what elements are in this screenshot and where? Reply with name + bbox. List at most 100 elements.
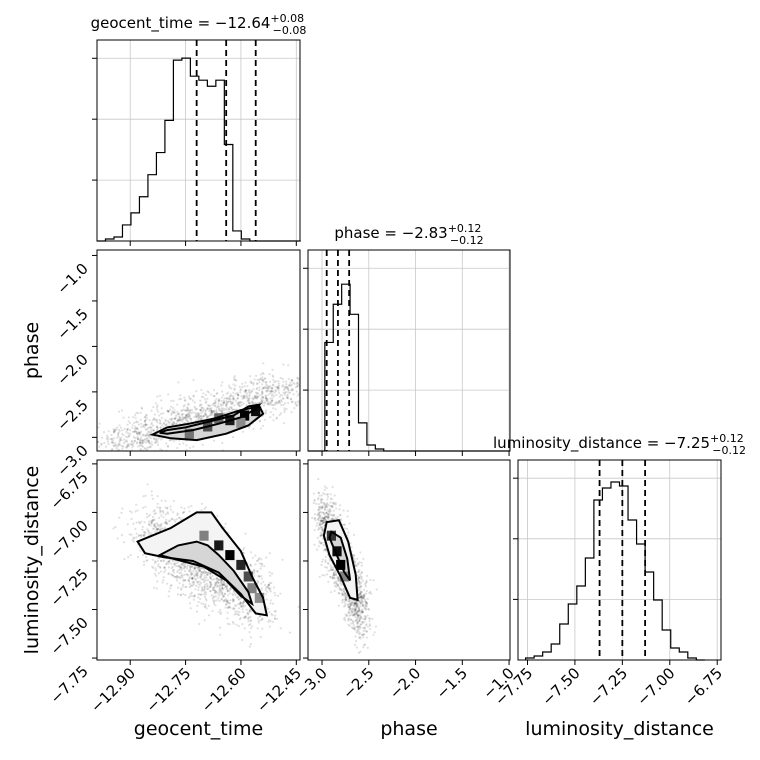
scatter-geocent_time-vs-phase-sample-point — [283, 410, 286, 414]
scatter-geocent_time-vs-phase-sample-point — [160, 399, 163, 402]
scatter-geocent_time-vs-luminosity_distance-sample-point — [187, 569, 190, 572]
hist-phase-title: phase = −2.83+0.12 −0.12 — [334, 222, 483, 247]
scatter-geocent_time-vs-luminosity_distance-sample-point — [259, 567, 262, 570]
scatter-geocent_time-vs-luminosity_distance-sample-point — [263, 565, 266, 568]
scatter-geocent_time-vs-luminosity_distance-sample-point — [214, 584, 217, 587]
scatter-geocent_time-vs-phase-sample-point — [273, 395, 276, 398]
scatter-geocent_time-vs-phase-sample-point — [197, 416, 201, 419]
scatter-geocent_time-vs-luminosity_distance-sample-point — [180, 563, 183, 566]
scatter-geocent_time-vs-phase-sample-point — [147, 446, 151, 449]
scatter-geocent_time-vs-phase-sample-point — [167, 393, 170, 396]
scatter-geocent_time-vs-phase-sample-point — [131, 454, 133, 456]
scatter-geocent_time-vs-phase-sample-point — [233, 388, 236, 391]
scatter-geocent_time-vs-luminosity_distance-sample-point — [248, 610, 251, 614]
scatter-phase-vs-luminosity_distance-sample-point — [355, 619, 358, 622]
scatter-geocent_time-vs-luminosity_distance-sample-point — [248, 631, 251, 634]
scatter-geocent_time-vs-phase-sample-point — [179, 394, 182, 397]
scatter-geocent_time-vs-phase-sample-point — [141, 434, 144, 437]
scatter-geocent_time-vs-phase-sample-point — [275, 393, 278, 397]
scatter-phase-vs-luminosity_distance-sample-point — [365, 630, 368, 633]
scatter-phase-vs-luminosity_distance-sample-point — [355, 604, 358, 607]
scatter-geocent_time-vs-phase-sample-point — [147, 433, 150, 436]
scatter-geocent_time-vs-phase-sample-point — [248, 391, 251, 394]
scatter-geocent_time-vs-luminosity_distance-sample-point — [162, 559, 165, 562]
scatter-phase-vs-luminosity_distance-sample-point — [362, 594, 365, 597]
scatter-geocent_time-vs-phase-sample-point — [221, 403, 224, 406]
scatter-geocent_time-vs-luminosity_distance-sample-point — [213, 589, 216, 592]
scatter-geocent_time-vs-phase-sample-point — [174, 416, 177, 419]
scatter-geocent_time-vs-luminosity_distance-sample-point — [204, 593, 207, 596]
scatter-phase-vs-luminosity_distance-sample-point — [318, 540, 321, 543]
scatter-geocent_time-vs-phase-sample-point — [200, 412, 203, 415]
scatter-phase-vs-luminosity_distance-sample-point — [327, 514, 330, 517]
scatter-geocent_time-vs-luminosity_distance-sample-point — [150, 494, 153, 497]
scatter-phase-vs-luminosity_distance-sample-point — [329, 576, 332, 579]
scatter-geocent_time-vs-phase-ytick-label: −2.0 — [53, 351, 91, 389]
scatter-geocent_time-vs-luminosity_distance-sample-point — [260, 582, 263, 585]
scatter-phase-vs-luminosity_distance-sample-point — [333, 494, 336, 497]
scatter-phase-vs-luminosity_distance-sample-point — [354, 560, 357, 563]
scatter-geocent_time-vs-luminosity_distance-sample-point — [217, 578, 220, 581]
scatter-geocent_time-vs-phase-sample-point — [215, 411, 218, 414]
scatter-geocent_time-vs-luminosity_distance-sample-point — [156, 522, 159, 525]
scatter-geocent_time-vs-luminosity_distance-sample-point — [193, 566, 197, 570]
scatter-geocent_time-vs-phase-sample-point — [232, 401, 235, 404]
scatter-geocent_time-vs-phase-sample-point — [237, 402, 240, 405]
scatter-geocent_time-vs-phase-sample-point — [227, 400, 230, 403]
scatter-geocent_time-vs-phase-sample-point — [243, 395, 246, 398]
scatter-geocent_time-vs-luminosity_distance-sample-point — [258, 575, 261, 578]
scatter-geocent_time-vs-phase-sample-point — [200, 415, 203, 418]
scatter-geocent_time-vs-phase-sample-point — [226, 400, 229, 404]
scatter-phase-vs-luminosity_distance-sample-point — [347, 617, 350, 620]
scatter-geocent_time-vs-luminosity_distance-sample-point — [196, 571, 199, 574]
scatter-geocent_time-vs-luminosity_distance-sample-point — [234, 604, 237, 607]
scatter-geocent_time-vs-phase-sample-point — [160, 416, 164, 420]
scatter-geocent_time-vs-luminosity_distance-sample-point — [265, 556, 268, 559]
scatter-geocent_time-vs-luminosity_distance-sample-point — [249, 563, 252, 567]
scatter-geocent_time-vs-phase-sample-point — [186, 409, 189, 412]
scatter-geocent_time-vs-luminosity_distance-sample-point — [271, 620, 275, 623]
scatter-phase-vs-luminosity_distance-sample-point — [353, 603, 356, 607]
scatter-geocent_time-vs-luminosity_distance-sample-point — [200, 602, 203, 605]
scatter-phase-vs-luminosity_distance-sample-point — [345, 614, 348, 617]
scatter-geocent_time-vs-luminosity_distance-sample-point — [179, 571, 183, 575]
scatter-geocent_time-vs-phase-sample-point — [262, 386, 265, 390]
scatter-phase-vs-luminosity_distance-sample-point — [350, 610, 353, 613]
scatter-phase-vs-luminosity_distance-sample-point — [324, 555, 327, 559]
scatter-geocent_time-vs-phase-sample-point — [217, 405, 220, 408]
scatter-geocent_time-vs-phase-sample-point — [209, 412, 212, 415]
scatter-geocent_time-vs-luminosity_distance-sample-point — [261, 627, 264, 630]
scatter-geocent_time-vs-phase-sample-point — [200, 388, 203, 391]
scatter-geocent_time-vs-luminosity_distance-sample-point — [269, 574, 272, 577]
scatter-geocent_time-vs-luminosity_distance-sample-point — [190, 591, 193, 594]
scatter-geocent_time-vs-phase-sample-point — [222, 401, 225, 405]
scatter-geocent_time-vs-phase-sample-point — [139, 453, 141, 455]
scatter-phase-vs-luminosity_distance-sample-point — [326, 492, 329, 496]
scatter-geocent_time-vs-phase-sample-point — [128, 429, 131, 432]
scatter-geocent_time-vs-phase-sample-point — [274, 401, 277, 404]
scatter-geocent_time-vs-phase-sample-point — [157, 410, 160, 413]
scatter-phase-vs-luminosity_distance-sample-point — [324, 559, 327, 562]
scatter-geocent_time-vs-luminosity_distance-sample-point — [146, 483, 149, 486]
scatter-phase-vs-luminosity_distance-sample-point — [320, 563, 323, 567]
scatter-geocent_time-vs-phase-sample-point — [265, 390, 268, 393]
scatter-geocent_time-vs-luminosity_distance-sample-point — [239, 603, 242, 606]
scatter-geocent_time-vs-luminosity_distance-sample-point — [239, 601, 242, 604]
scatter-phase-vs-luminosity_distance-sample-point — [356, 557, 359, 561]
scatter-phase-vs-luminosity_distance-sample-point — [359, 617, 362, 620]
scatter-phase-vs-luminosity_distance-sample-point — [333, 584, 336, 587]
scatter-phase-vs-luminosity_distance-sample-point — [342, 598, 345, 601]
scatter-geocent_time-vs-phase-sample-point — [183, 404, 186, 407]
scatter-geocent_time-vs-luminosity_distance-sample-point — [156, 524, 159, 527]
scatter-geocent_time-vs-phase-sample-point — [270, 387, 273, 390]
scatter-geocent_time-vs-phase-sample-point — [232, 408, 235, 411]
scatter-phase-vs-luminosity_distance-sample-point — [364, 629, 367, 632]
scatter-geocent_time-vs-phase-sample-point — [275, 402, 278, 405]
scatter-geocent_time-vs-luminosity_distance-sample-point — [220, 581, 223, 584]
scatter-phase-vs-luminosity_distance-sample-point — [372, 579, 375, 582]
scatter-geocent_time-vs-phase-sample-point — [171, 453, 173, 455]
y-axis-label-phase: phase — [21, 322, 43, 379]
scatter-geocent_time-vs-phase-sample-point — [259, 427, 262, 430]
scatter-phase-vs-luminosity_distance-density-cell — [339, 571, 350, 582]
scatter-geocent_time-vs-phase-sample-point — [278, 395, 281, 398]
